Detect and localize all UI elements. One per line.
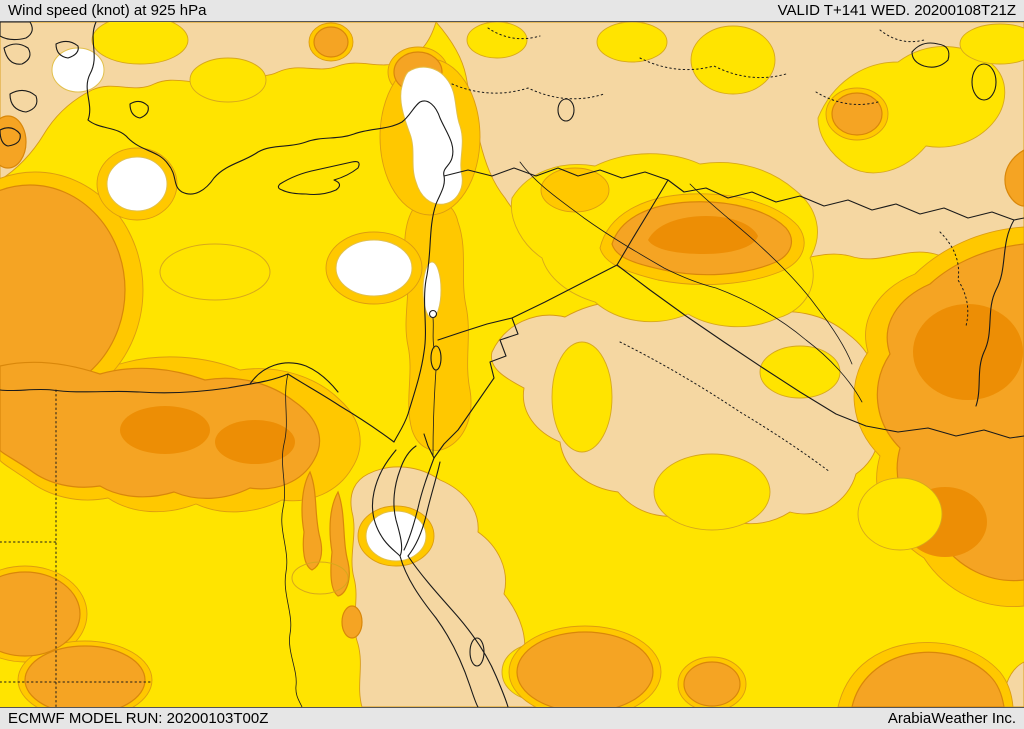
model-run-label: ECMWF MODEL RUN: 20200103T00Z (8, 710, 269, 727)
yellow-patch (817, 46, 1006, 174)
border-solid (437, 317, 513, 341)
river (432, 317, 435, 349)
lake (557, 98, 575, 122)
calm-white-region (400, 66, 463, 205)
island (3, 43, 31, 65)
island (0, 127, 21, 147)
yellow-patch (759, 345, 841, 399)
river (281, 373, 303, 707)
orange-region (1004, 149, 1024, 207)
footer-bar: ECMWF MODEL RUN: 20200103T00Z ArabiaWeat… (0, 707, 1024, 729)
river (519, 161, 863, 403)
coastline (403, 457, 435, 551)
yellow-patch (91, 22, 189, 65)
orange-region (0, 115, 27, 169)
lake (911, 42, 950, 68)
border-solid (975, 219, 1015, 407)
lake (428, 309, 438, 319)
border-dotted (939, 231, 969, 327)
orange-core (120, 406, 210, 454)
orange-region (341, 605, 363, 639)
border-dotted (639, 57, 787, 79)
island (55, 40, 79, 59)
calm-white-region (335, 239, 413, 297)
coastline (249, 362, 339, 393)
calm-white-region (106, 156, 168, 212)
coastline (399, 555, 479, 707)
orange-core (648, 216, 758, 254)
yellow-notch (857, 477, 943, 551)
map-title: Wind speed (knot) at 925 hPa (8, 2, 207, 19)
yellow-patch (551, 341, 613, 453)
calm-white-regions (51, 47, 463, 562)
orange-region (683, 661, 741, 707)
gold-blob (540, 167, 610, 213)
yellow-patch (690, 25, 776, 95)
orange-region (24, 645, 146, 707)
coastline (407, 461, 441, 557)
orange-region (851, 651, 1005, 707)
border-solid (423, 433, 435, 459)
island (129, 100, 149, 119)
yellow-patch (857, 477, 943, 551)
weather-map (0, 22, 1024, 707)
yellow-patch (596, 22, 668, 63)
yellow-patch (466, 22, 528, 59)
border-solid (433, 264, 618, 459)
island (0, 22, 33, 41)
contour-ring (159, 243, 271, 301)
border-dotted (815, 91, 879, 105)
border-dotted (879, 29, 925, 43)
orange-region (0, 571, 81, 657)
border-dotted (451, 83, 605, 100)
valid-time-label: VALID T+141 WED. 20200108T21Z (777, 2, 1016, 19)
calm-white-region (365, 510, 427, 562)
calm-white-region (422, 261, 442, 319)
island (469, 637, 485, 667)
yellow-patch (653, 453, 771, 531)
orange-core (913, 304, 1023, 400)
orange-region (516, 631, 654, 707)
lake (971, 63, 997, 101)
border-solid (616, 264, 1024, 439)
contour-rings (159, 243, 349, 595)
orange-region (313, 26, 349, 58)
coastline (407, 555, 509, 707)
river (689, 183, 853, 365)
yellow-patch (189, 57, 267, 103)
contour-ring (291, 561, 349, 595)
map-line-work (0, 22, 1024, 707)
orange-region (301, 470, 323, 571)
gold-band (404, 198, 472, 451)
orange-region (831, 92, 883, 136)
island (277, 161, 360, 196)
border-solid (616, 179, 669, 266)
border-dotted (487, 27, 541, 40)
island (9, 89, 38, 113)
border-solid (432, 369, 437, 457)
brand-label: ArabiaWeather Inc. (887, 710, 1016, 727)
header-bar: Wind speed (knot) at 925 hPa VALID T+141… (0, 0, 1024, 22)
yellow-patch (959, 23, 1024, 65)
border-solid (443, 167, 1024, 221)
orange-core (215, 420, 295, 464)
